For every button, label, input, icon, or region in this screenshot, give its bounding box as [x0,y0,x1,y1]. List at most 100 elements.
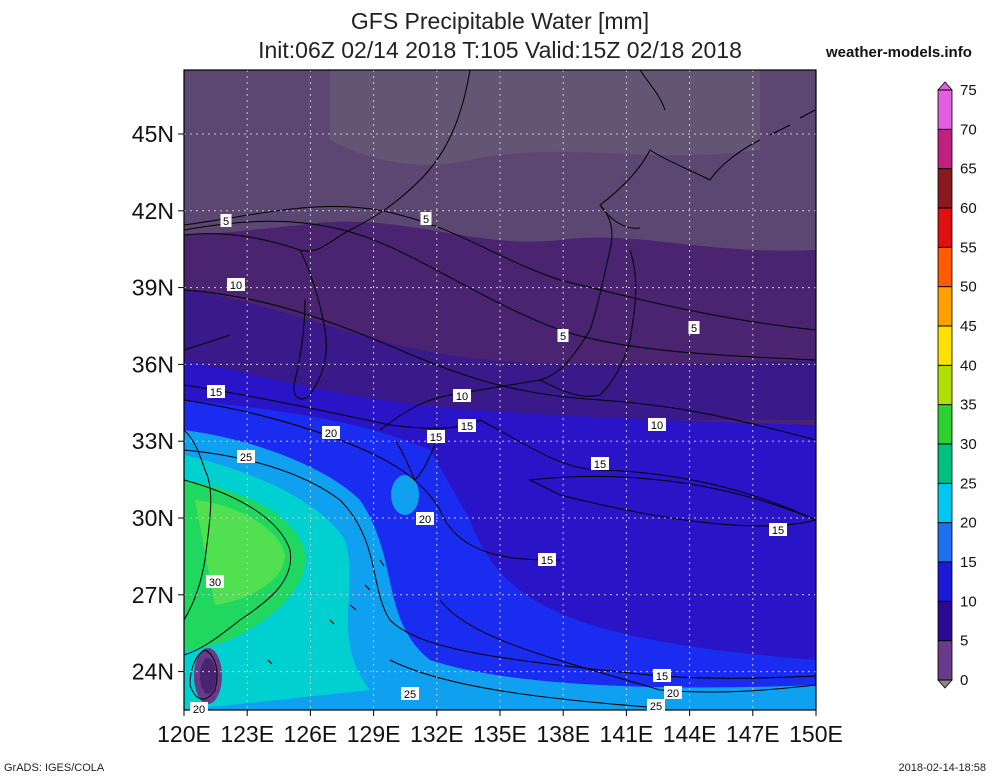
latitude-axis: 45N 42N 39N 36N 33N 30N 27N 24N [132,121,184,685]
footer-credit: GrADS: IGES/COLA [4,762,105,774]
colorbar-swatch [938,562,952,602]
contour-label: 20 [193,704,205,716]
contour-label: 20 [325,428,337,440]
contour-label-bg [648,418,666,431]
contour-label-bg [237,450,255,463]
colorbar-label: 45 [960,318,977,335]
lon-tick-label: 120E [157,721,211,747]
longitude-axis: 120E 123E 126E 129E 132E 135E 138E 141E 144E 147E… [157,710,843,747]
lon-tick-label: 141E [600,721,654,747]
colorbar-label: 20 [960,515,977,532]
contour-label-bg [557,329,569,342]
contour-label: 15 [430,432,442,444]
contour-label-bg [591,457,609,470]
contour-label: 30 [209,577,221,589]
lat-tick-label: 45N [132,121,174,147]
lat-tick-label: 39N [132,275,174,301]
contour-label: 25 [404,689,416,701]
contour-label: 25 [650,701,662,713]
colorbar-label: 55 [960,239,977,256]
contour-label: 5 [560,331,566,343]
contour-label: 15 [656,671,668,683]
colorbar-label: 10 [960,593,977,610]
contour-label: 15 [541,555,553,567]
contour-label: 10 [456,391,468,403]
contour-label-group: 5 5 10 5 5 15 10 10 20 15 15 25 15 20 30 15 15 15 20 25 25 20 [190,212,787,716]
lon-tick-label: 150E [789,721,843,747]
contour-label-bg [190,702,208,715]
colorbar-swatch [938,208,952,248]
chart-title: GFS Precipitable Water [mm] [350,8,650,34]
precipitable-water-field [184,70,816,710]
colorbar-bottom-arrow [937,679,953,689]
contour-label-bg [653,669,671,682]
colorbar-label: 0 [960,672,968,689]
colorbar-swatch [938,404,952,444]
coastlines [184,70,816,700]
contour-label: 20 [419,514,431,526]
contour-label-bg [427,430,445,443]
contour-label: 5 [223,216,229,228]
contour-label: 20 [667,688,679,700]
colorbar-label: 5 [960,633,968,650]
lon-tick-label: 135E [473,721,527,747]
colorbar-label: 70 [960,121,977,138]
contour-label-bg [220,214,232,227]
gridlines [184,70,816,710]
lat-tick-label: 30N [132,505,174,531]
lon-tick-label: 144E [663,721,717,747]
contour-label: 10 [230,280,242,292]
lat-tick-label: 24N [132,659,174,685]
contour-label-bg [401,687,419,700]
contour-label-bg [647,699,665,712]
colorbar-label: 65 [960,161,977,178]
contour-label-bg [453,389,471,402]
contour-label-bg [227,278,245,291]
colorbar-swatch [938,522,952,562]
lon-tick-label: 147E [726,721,780,747]
colorbar-label: 25 [960,475,977,492]
contour-label-bg [416,512,434,525]
contour-label: 15 [772,525,784,537]
colorbar-swatch [938,286,952,326]
contour-label-bg [769,523,787,536]
contour-label-bg [420,212,432,225]
colorbar-swatch [938,601,952,641]
contour-label: 15 [210,387,222,399]
lat-tick-label: 42N [132,198,174,224]
colorbar-label: 60 [960,200,977,217]
colorbar-swatch [938,365,952,405]
contour-label: 5 [691,323,697,335]
contour-label: 10 [651,420,663,432]
chart-subtitle: Init:06Z 02/14 2018 T:105 Valid:15Z 02/1… [258,37,742,63]
colorbar-swatch [938,247,952,287]
lat-tick-label: 36N [132,351,174,377]
colorbar-label: 15 [960,554,977,571]
colorbar-swatch [938,90,952,130]
colorbar-label: 50 [960,279,977,296]
colorbar-swatch [938,326,952,366]
colorbar-swatch [938,168,952,208]
lat-tick-label: 27N [132,582,174,608]
contour-label: 15 [461,421,473,433]
colorbar-swatch [938,444,952,484]
colorbar-label: 75 [960,82,977,99]
colorbar-label: 40 [960,357,977,374]
contour-label-bg [538,553,556,566]
contour-label-bg [458,419,476,432]
contour-label-bg [664,686,682,699]
contour-lines [184,205,816,709]
colorbar-swatch [938,129,952,169]
colorbar-top-arrow [937,81,953,91]
lon-tick-label: 129E [347,721,401,747]
site-label: weather-models.info [826,44,972,61]
colorbar-label: 30 [960,436,977,453]
lon-tick-label: 138E [536,721,590,747]
contour-label: 15 [594,459,606,471]
lon-tick-label: 132E [410,721,464,747]
contour-label-bg [207,385,225,398]
contour-label: 25 [240,452,252,464]
lon-tick-label: 126E [284,721,338,747]
